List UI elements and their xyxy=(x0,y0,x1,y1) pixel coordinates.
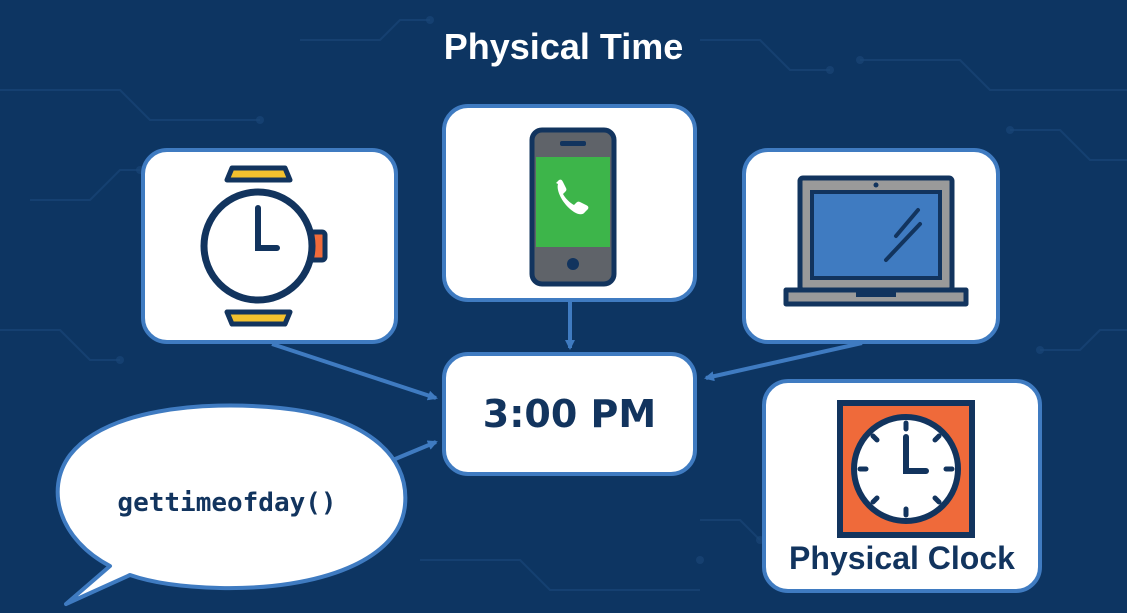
arrow-bubble-to-time xyxy=(387,440,438,464)
physical-clock-box: Physical Clock xyxy=(762,379,1042,593)
phone-icon xyxy=(529,127,617,287)
phone-box xyxy=(442,104,697,302)
speech-bubble-text: gettimeofday() xyxy=(117,488,337,518)
arrow-watch-to-time xyxy=(271,342,438,401)
wall-clock-icon xyxy=(837,400,975,538)
laptop-box xyxy=(742,148,1000,344)
laptop-icon xyxy=(783,175,969,307)
time-box: 3:00 PM xyxy=(442,352,697,476)
watch-box xyxy=(141,148,398,344)
diagram-title: Physical Time xyxy=(443,26,684,67)
arrow-laptop-to-time xyxy=(704,341,863,382)
time-value: 3:00 PM xyxy=(482,392,657,436)
watch-icon xyxy=(200,165,328,327)
physical-clock-label: Physical Clock xyxy=(789,540,1015,576)
